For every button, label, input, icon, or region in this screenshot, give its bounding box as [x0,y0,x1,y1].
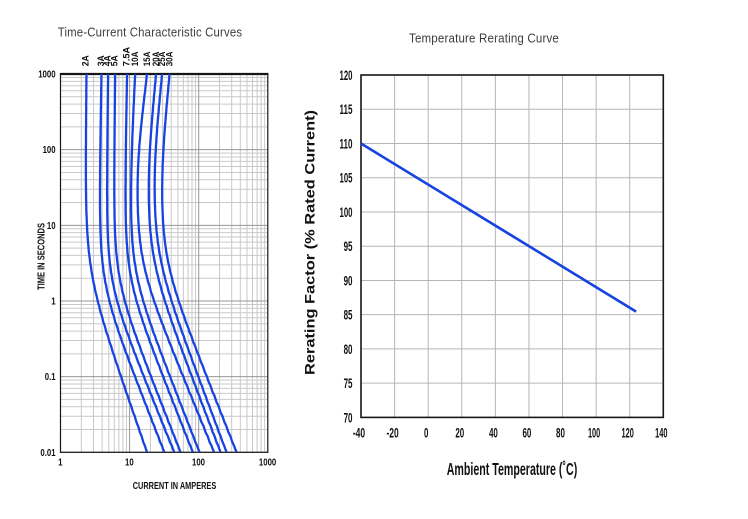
svg-text:1000: 1000 [38,70,55,81]
svg-text:75: 75 [344,376,353,391]
svg-text:30A: 30A [164,51,175,66]
svg-text:100: 100 [340,205,353,220]
svg-text:60: 60 [522,425,531,440]
svg-text:115: 115 [340,102,353,117]
svg-text:100: 100 [192,458,205,469]
svg-text:TIME IN SECONDS: TIME IN SECONDS [37,223,48,290]
svg-text:110: 110 [340,137,353,152]
svg-text:80: 80 [344,342,353,357]
svg-text:1: 1 [51,297,56,308]
svg-text:120: 120 [622,425,635,440]
svg-text:105: 105 [340,171,353,186]
svg-text:95: 95 [344,239,353,254]
svg-text:10: 10 [125,458,134,469]
svg-text:120: 120 [340,68,353,83]
svg-text:20: 20 [455,425,464,440]
svg-text:0: 0 [424,425,429,440]
svg-text:CURRENT IN AMPERES: CURRENT IN AMPERES [133,481,217,492]
svg-text:70: 70 [344,410,353,425]
svg-text:85: 85 [344,308,353,323]
svg-text:10A: 10A [129,51,140,66]
svg-text:4A: 4A [101,55,112,66]
svg-text:-20: -20 [386,425,399,440]
svg-text:25A: 25A [156,51,167,66]
svg-text:40: 40 [489,425,498,440]
svg-text:15A: 15A [141,51,152,66]
svg-text:100: 100 [43,145,56,156]
svg-text:140: 140 [655,425,668,440]
svg-text:0.01: 0.01 [40,448,56,459]
svg-text:0.1: 0.1 [45,372,56,383]
svg-text:Temperature Rerating Curve: Temperature Rerating Curve [409,30,559,45]
svg-text:80: 80 [556,425,565,440]
svg-text:90: 90 [344,273,353,288]
svg-text:7.5A: 7.5A [121,47,132,67]
svg-text:2A: 2A [80,55,91,66]
svg-text:5A: 5A [108,55,119,66]
svg-text:1: 1 [58,458,63,469]
svg-text:Rerating Factor (% Rated Curre: Rerating Factor (% Rated Current) [302,110,318,375]
svg-text:3A: 3A [95,55,106,66]
svg-text:100: 100 [588,425,601,440]
svg-text:Ambient Temperature (˚C): Ambient Temperature (˚C) [447,459,578,479]
svg-text:-40: -40 [353,425,366,440]
svg-text:20A: 20A [150,51,161,66]
svg-text:10: 10 [47,221,56,232]
svg-text:1000: 1000 [259,458,276,469]
svg-text:Time-Current Characteristic Cu: Time-Current Characteristic Curves [58,24,243,39]
